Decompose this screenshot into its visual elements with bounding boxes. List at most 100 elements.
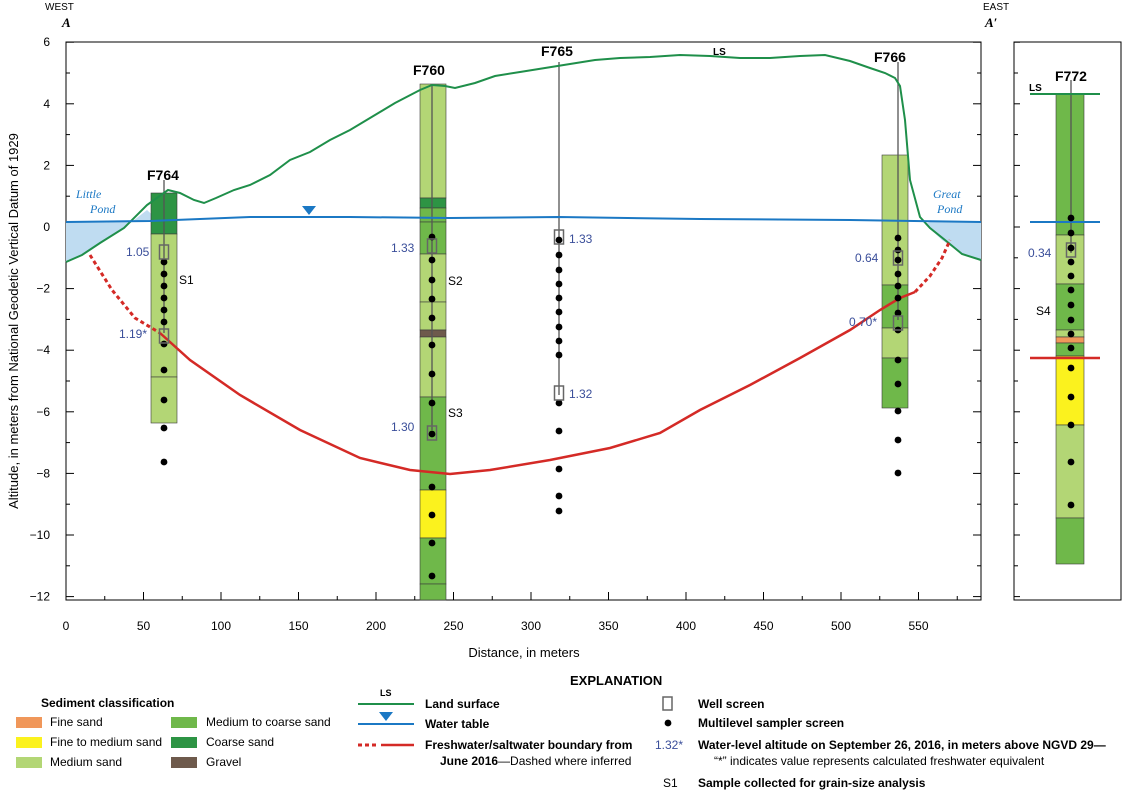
wl-f764-lower: 1.19* [119,327,147,341]
legend-medium-to-coarse-sand-label: Medium to coarse sand [206,715,331,729]
sample-s2: S2 [448,274,463,288]
sample-s1: S1 [179,273,194,287]
well-screen [158,244,170,260]
sampler-dot [160,396,168,404]
sampler-dot [555,465,563,473]
west-label: WEST [45,2,74,13]
y-tick-label: 6 [43,35,50,49]
sampler-dot [1067,316,1075,324]
land-surface-line [65,53,982,263]
sampler-dot [428,341,436,349]
sampler-dot [555,351,563,359]
water-table-line [65,215,982,223]
sampler-dot [555,492,563,500]
sampler-dot [894,246,902,254]
x-tick-label: 500 [831,619,851,633]
f760-layer-coarse-sand [419,197,447,209]
sampler-dot [428,295,436,303]
sampler-dot [894,469,902,477]
f766-label: F766 [874,49,906,65]
ls-label-main: LS [713,47,726,58]
sampler-dot [160,318,168,326]
sampler-dot [894,436,902,444]
wl-f764-upper: 1.05 [126,245,150,259]
sampler-dot [1067,229,1075,237]
legend-gravel-swatch [171,757,197,768]
f760-layer-medium-to-coarse-sand [419,207,447,223]
x-tick-label: 0 [63,619,70,633]
sampler-dot [555,294,563,302]
boundary-solid [159,290,916,476]
f772-layer-medium-to-coarse-sand [1055,517,1085,565]
well-screen [158,328,170,344]
main-plot-frame [65,41,982,601]
sampler-dot [1067,501,1075,509]
wl-f772: 0.34 [1028,246,1052,260]
sampler-dot [160,294,168,302]
x-tick-label: 200 [366,619,386,633]
x-tick-label: 150 [288,619,308,633]
sampler-dot [1067,344,1075,352]
sampler-dot [160,424,168,432]
legend-water-level-label-1: Water-level altitude on September 26, 20… [698,738,1106,752]
f772-layer-fine-sand [1055,336,1085,344]
well-screens [158,229,1077,441]
well-screen [1065,242,1077,258]
sampler-dot [160,306,168,314]
boundary-dashed-west [88,254,161,335]
y-tick-label: −12 [30,590,51,604]
sampler-dot [894,270,902,278]
legend-well-screen-label: Well screen [698,697,765,711]
x-tick-label: 350 [598,619,618,633]
sampler-dot [894,294,902,302]
x-tick-label: 300 [521,619,541,633]
sampler-dot [1067,286,1075,294]
wl-f765-lower: 1.32 [569,387,593,401]
little-pond-label-1: Little [75,187,102,201]
water-table-symbol [302,206,316,215]
sampler-dot [1067,244,1075,252]
legend-multilevel-label: Multilevel sampler screen [698,716,845,730]
sampler-dot [894,234,902,242]
sample-s4: S4 [1036,304,1051,318]
well-screen [892,250,904,266]
f764-label: F764 [147,167,179,183]
sampler-dot [160,340,168,348]
sampler-dot [555,236,563,244]
well-screen [426,238,438,254]
sampler-dot [555,507,563,515]
legend-fine-to-medium-sand-label: Fine to medium sand [50,735,163,749]
east-label: EAST [983,2,1009,13]
sampler-dot [160,282,168,290]
sampler-dot [428,483,436,491]
legend-water-table-label: Water table [425,717,490,731]
f760-label: F760 [413,62,445,78]
x-axis-label: Distance, in meters [468,645,580,660]
legend-medium-sand-swatch [16,757,42,768]
sampler-dot [894,407,902,415]
sampler-dot [894,356,902,364]
legend-well-screen-symbol [662,696,673,711]
x-tick-label: 450 [753,619,773,633]
f772-label: F772 [1055,68,1087,84]
sampler-dot [894,282,902,290]
y-tick-label: 0 [43,220,50,234]
great-pond-label-2: Pond [936,202,963,216]
well-screen [426,425,438,441]
sampler-dot [894,380,902,388]
ls-label-inset: LS [1029,83,1042,94]
legend-fine-sand-swatch [16,717,42,728]
x-tick-label: 50 [137,619,151,633]
wl-f765-upper: 1.33 [569,232,593,246]
sampler-dot [428,511,436,519]
legend-boundary-label-2: June 2016—Dashed where inferred [440,754,631,768]
sampler-dot [894,309,902,317]
sampler-dot [428,539,436,547]
y-axis-label: Altitude, in meters from National Geodet… [6,133,21,509]
wl-f766-lower: 0.70* [849,315,877,329]
f760-layer-medium-sand [419,83,447,199]
sampler-dot [1067,258,1075,266]
f760-layer-medium-to-coarse-sand [419,396,447,491]
sampler-dot [160,366,168,374]
